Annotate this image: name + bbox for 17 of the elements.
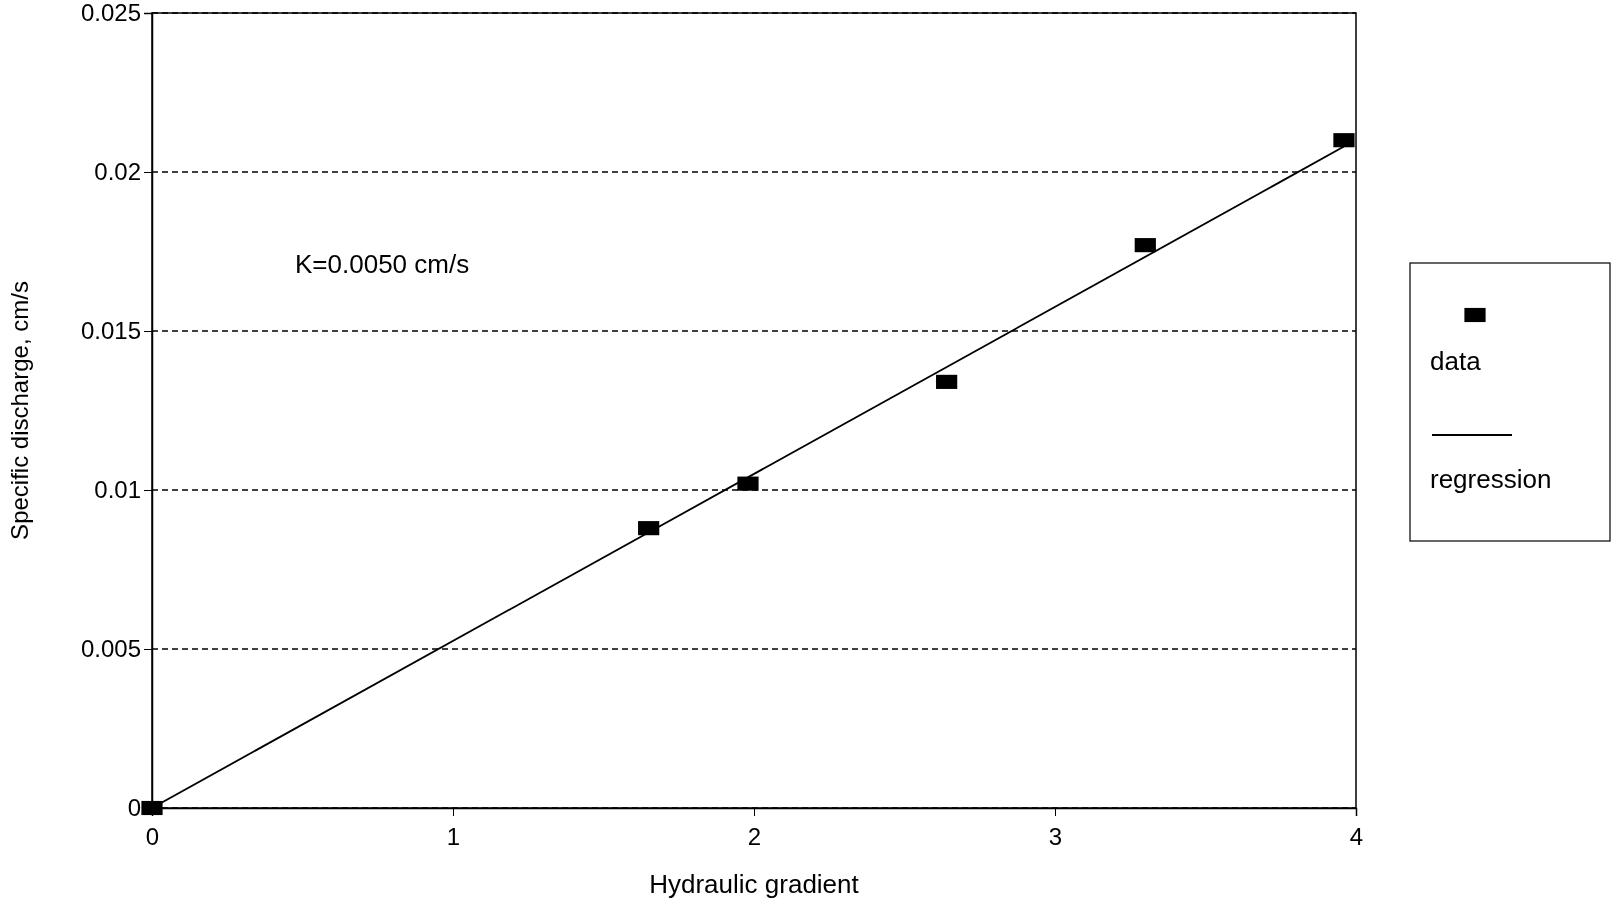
y-tick-label: 0.005 [80, 635, 141, 663]
x-tick-label: 4 [1349, 823, 1364, 851]
x-tick-label: 3 [1048, 823, 1063, 851]
x-tick-label: 1 [446, 823, 461, 851]
annotation: K=0.0050 cm/s [295, 249, 470, 279]
y-tick-label: 0.02 [94, 158, 141, 186]
y-tick-label: 0.025 [80, 0, 141, 27]
y-tick-label: 0.015 [80, 317, 141, 345]
y-tick-label: 0 [127, 794, 141, 822]
y-tick-label: 0.01 [94, 476, 141, 504]
x-tick-label: 2 [747, 823, 762, 851]
legend-label: regression [1430, 464, 1552, 494]
x-tick-label: 0 [145, 823, 160, 851]
y-axis-title: Specific discharge, cm/s [6, 281, 33, 540]
legend-label: data [1430, 346, 1482, 376]
x-axis-title: Hydraulic gradient [649, 869, 860, 899]
point [141, 800, 163, 816]
